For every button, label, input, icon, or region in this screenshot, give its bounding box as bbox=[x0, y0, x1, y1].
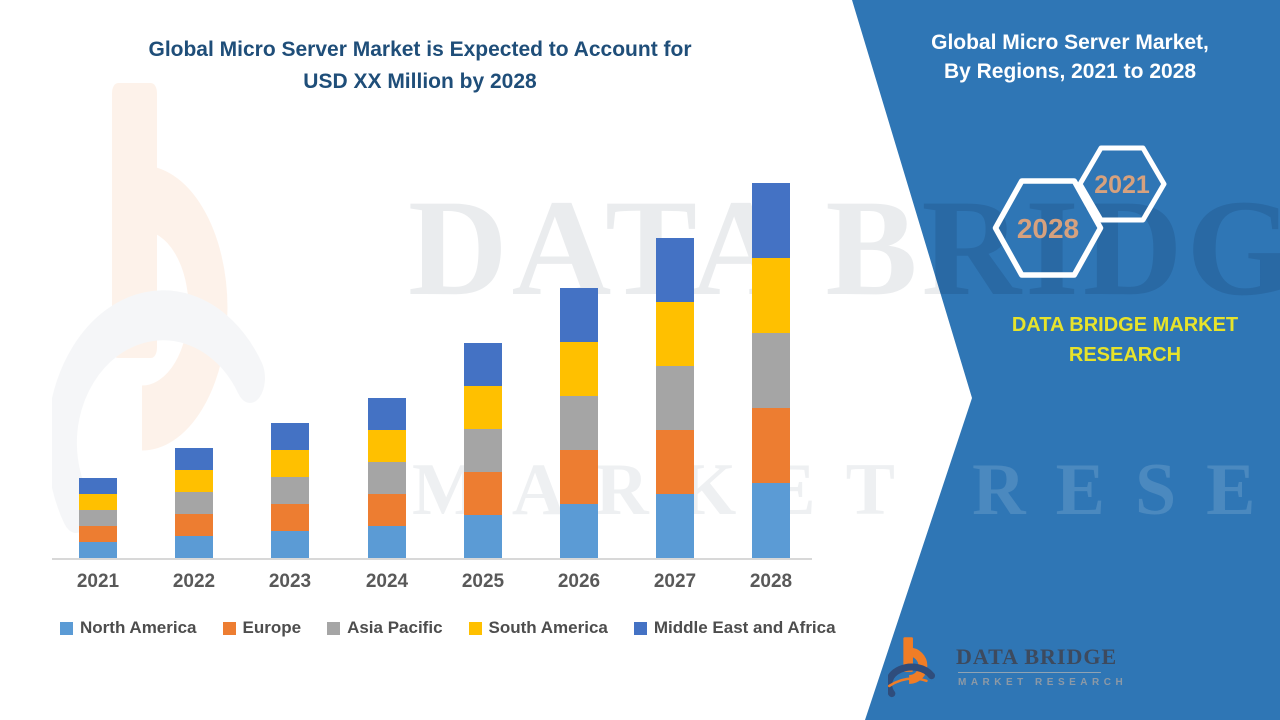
bar-segment-2022-asia-pacific bbox=[175, 492, 213, 514]
bar-segment-2026-north-america bbox=[560, 504, 598, 558]
bar-segment-2021-europe bbox=[79, 526, 117, 542]
bar-2021 bbox=[79, 478, 117, 558]
bar-segment-2024-europe bbox=[368, 494, 406, 526]
bar-segment-2026-south-america bbox=[560, 342, 598, 396]
x-axis-label-2027: 2027 bbox=[653, 571, 697, 592]
bar-segment-2027-europe bbox=[656, 430, 694, 494]
bar-segment-2027-south-america bbox=[656, 302, 694, 366]
legend-swatch-icon bbox=[468, 621, 482, 635]
bar-segment-2025-asia-pacific bbox=[464, 429, 502, 472]
bar-segment-2021-middle-east-and-africa bbox=[79, 478, 117, 494]
chart-title-line2: USD XX Million by 2028 bbox=[303, 70, 537, 93]
bar-segment-2028-north-america bbox=[752, 483, 790, 558]
chart-legend: North America Europe Asia Pacific South Ame… bbox=[60, 618, 850, 638]
bar-segment-2025-north-america bbox=[464, 515, 502, 558]
legend-label: South America bbox=[488, 618, 608, 637]
legend-item-middle-east-and-africa: Middle East and Africa bbox=[633, 618, 836, 638]
bar-segment-2023-north-america bbox=[271, 531, 309, 558]
legend-item-north-america: North America bbox=[60, 618, 197, 638]
bar-2026 bbox=[560, 288, 598, 558]
bar-segment-2024-south-america bbox=[368, 430, 406, 462]
bar-segment-2025-south-america bbox=[464, 386, 502, 429]
bar-segment-2022-middle-east-and-africa bbox=[175, 448, 213, 470]
bar-segment-2024-north-america bbox=[368, 526, 406, 558]
legend-label: Middle East and Africa bbox=[653, 618, 836, 637]
bar-segment-2027-middle-east-and-africa bbox=[656, 238, 694, 302]
chart-title: Global Micro Server Market is Expected t… bbox=[40, 34, 800, 98]
bar-segment-2023-europe bbox=[271, 504, 309, 531]
bar-segment-2021-south-america bbox=[79, 494, 117, 510]
bar-2022 bbox=[175, 448, 213, 558]
legend-label: North America bbox=[80, 618, 197, 637]
x-axis-line bbox=[52, 558, 812, 560]
x-axis-label-2022: 2022 bbox=[172, 571, 216, 592]
bar-segment-2022-europe bbox=[175, 514, 213, 536]
legend-label: Asia Pacific bbox=[347, 618, 443, 637]
bar-segment-2026-middle-east-and-africa bbox=[560, 288, 598, 342]
bar-segment-2028-south-america bbox=[752, 258, 790, 333]
bar-segment-2026-europe bbox=[560, 450, 598, 504]
bar-2025 bbox=[464, 343, 502, 558]
bar-segment-2021-north-america bbox=[79, 542, 117, 558]
bar-segment-2022-south-america bbox=[175, 470, 213, 492]
legend-label: Europe bbox=[242, 618, 302, 637]
bar-2028 bbox=[752, 183, 790, 558]
legend-item-europe: Europe bbox=[222, 618, 302, 638]
bar-2023 bbox=[271, 423, 309, 558]
bar-segment-2024-middle-east-and-africa bbox=[368, 398, 406, 430]
bar-segment-2021-asia-pacific bbox=[79, 510, 117, 526]
bar-segment-2027-asia-pacific bbox=[656, 366, 694, 430]
x-axis-label-2024: 2024 bbox=[365, 571, 409, 592]
bar-segment-2028-asia-pacific bbox=[752, 333, 790, 408]
legend-item-south-america: South America bbox=[468, 618, 608, 638]
bar-segment-2023-asia-pacific bbox=[271, 477, 309, 504]
x-axis-label-2026: 2026 bbox=[557, 571, 601, 592]
x-axis-label-2025: 2025 bbox=[461, 571, 505, 592]
x-axis-label-2021: 2021 bbox=[76, 571, 120, 592]
bar-2024 bbox=[368, 398, 406, 558]
bar-segment-2023-middle-east-and-africa bbox=[271, 423, 309, 450]
legend-swatch-icon bbox=[60, 621, 73, 635]
bar-segment-2024-asia-pacific bbox=[368, 462, 406, 494]
background-logo-watermark bbox=[52, 83, 265, 533]
bar-segment-2027-north-america bbox=[656, 494, 694, 558]
legend-swatch-icon bbox=[327, 621, 341, 635]
bar-segment-2028-middle-east-and-africa bbox=[752, 183, 790, 258]
legend-swatch-icon bbox=[222, 621, 236, 635]
bar-segment-2022-north-america bbox=[175, 536, 213, 558]
bar-segment-2026-asia-pacific bbox=[560, 396, 598, 450]
legend-item-asia-pacific: Asia Pacific bbox=[327, 618, 443, 638]
x-axis-label-2023: 2023 bbox=[268, 571, 312, 592]
bar-segment-2025-europe bbox=[464, 472, 502, 515]
chart-title-line1: Global Micro Server Market is Expected t… bbox=[148, 38, 692, 61]
bar-segment-2028-europe bbox=[752, 408, 790, 483]
bar-2027 bbox=[656, 238, 694, 558]
bar-segment-2023-south-america bbox=[271, 450, 309, 477]
legend-swatch-icon bbox=[633, 621, 647, 635]
x-axis-label-2028: 2028 bbox=[749, 571, 793, 592]
bar-segment-2025-middle-east-and-africa bbox=[464, 343, 502, 386]
